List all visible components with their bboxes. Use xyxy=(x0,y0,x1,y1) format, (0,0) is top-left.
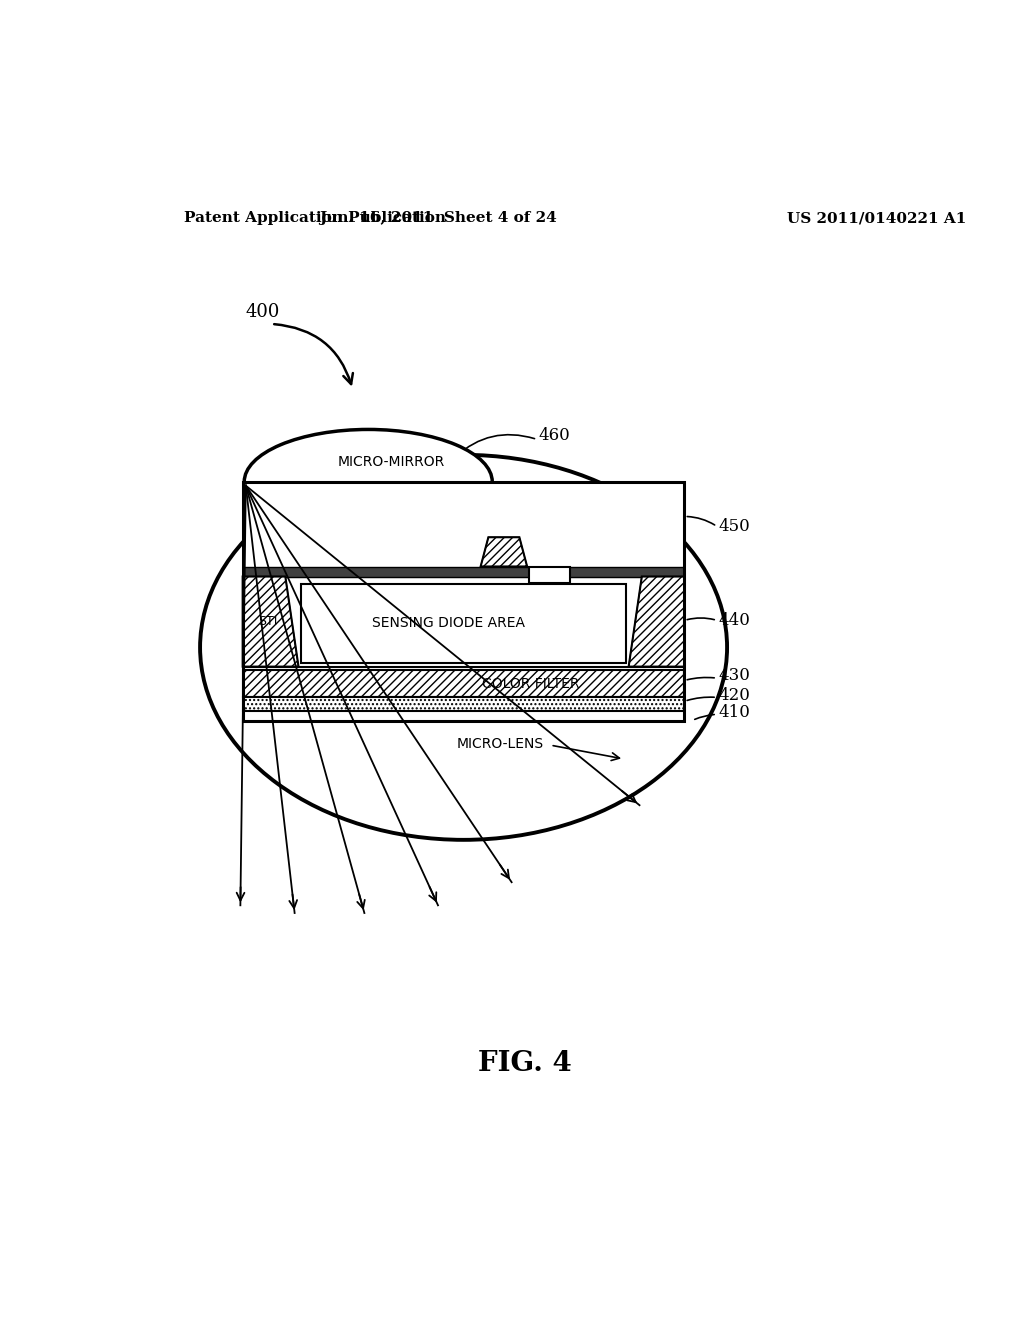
Bar xyxy=(243,482,684,721)
Polygon shape xyxy=(243,577,299,667)
Text: FIG. 4: FIG. 4 xyxy=(478,1049,571,1077)
Text: MICRO-MIRROR: MICRO-MIRROR xyxy=(338,455,445,469)
Bar xyxy=(301,585,627,663)
Text: COLOR FILTER: COLOR FILTER xyxy=(482,677,580,692)
Bar xyxy=(528,566,569,582)
Bar xyxy=(243,697,684,711)
Text: 460: 460 xyxy=(539,428,570,444)
Bar xyxy=(243,482,684,721)
Text: 420: 420 xyxy=(719,688,751,705)
Polygon shape xyxy=(629,577,684,667)
Text: 430: 430 xyxy=(719,668,751,684)
Text: MICRO-LENS: MICRO-LENS xyxy=(457,737,544,751)
Bar xyxy=(243,671,684,697)
Text: US 2011/0140221 A1: US 2011/0140221 A1 xyxy=(786,211,966,226)
Bar xyxy=(243,671,684,697)
Text: 440: 440 xyxy=(719,612,751,628)
Text: 410: 410 xyxy=(719,705,751,721)
Bar xyxy=(243,566,684,577)
Bar xyxy=(243,577,684,667)
Bar xyxy=(243,697,684,711)
Polygon shape xyxy=(480,537,527,566)
Text: SENSING DIODE AREA: SENSING DIODE AREA xyxy=(372,616,524,631)
Polygon shape xyxy=(245,429,493,482)
Text: Jun. 16, 2011  Sheet 4 of 24: Jun. 16, 2011 Sheet 4 of 24 xyxy=(319,211,557,226)
Text: 400: 400 xyxy=(246,304,281,321)
Text: STI: STI xyxy=(258,615,278,628)
Text: 450: 450 xyxy=(719,517,751,535)
Text: Patent Application Publication: Patent Application Publication xyxy=(183,211,445,226)
